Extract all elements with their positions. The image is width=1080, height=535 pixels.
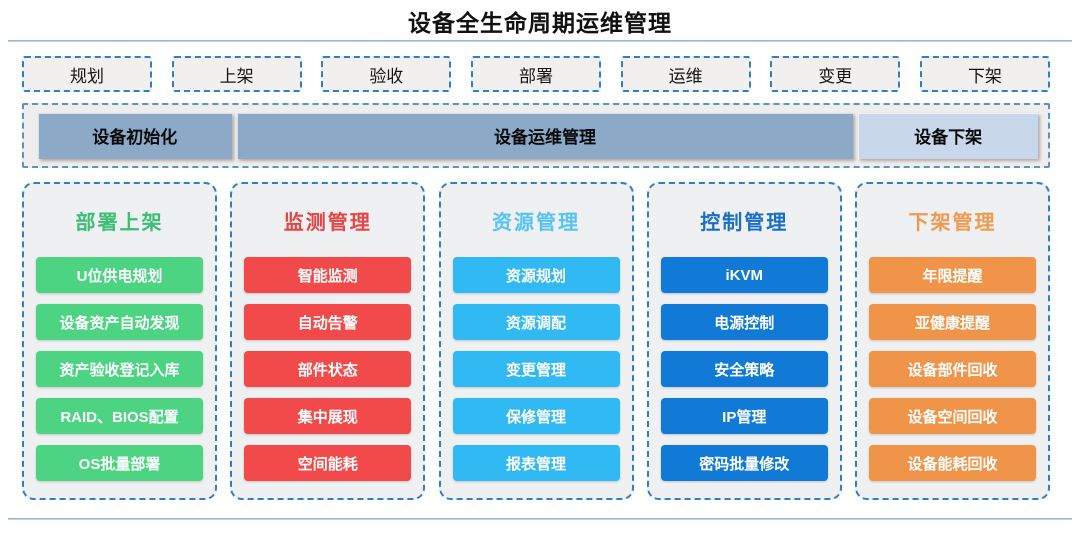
feature-item: 设备部件回收 xyxy=(869,351,1036,387)
category-column-1: 部署上架 U位供电规划 设备资产自动发现 资产验收登记入库 RAID、BIOS配置 OS批… xyxy=(22,182,217,500)
feature-item: 集中展现 xyxy=(244,398,412,434)
category-column-3: 资源管理资源规划资源调配变更管理保修管理报表管理 xyxy=(438,182,634,500)
feature-item: 空间能耗 xyxy=(244,445,412,481)
stage-box-4: 部署 xyxy=(470,56,601,92)
phase-box-2: 设备运维管理 xyxy=(236,112,854,159)
feature-item: OS批量部署 xyxy=(36,445,203,481)
stage-box-7: 下架 xyxy=(919,56,1050,92)
columns-wrap: 部署上架 U位供电规划 设备资产自动发现 资产验收登记入库 RAID、BIOS配置 OS批… xyxy=(22,182,1050,500)
feature-item: 智能监测 xyxy=(244,257,412,293)
page-title: 设备全生命周期运维管理 xyxy=(408,10,672,37)
stage-box-1: 规划 xyxy=(22,56,152,92)
stage-box-3: 验收 xyxy=(321,56,452,92)
feature-item: 报表管理 xyxy=(452,445,620,481)
category-column-5: 下架管理年限提醒亚健康提醒设备部件回收 设备空间回收 设备能耗回收 xyxy=(855,182,1050,500)
feature-item: RAID、BIOS配置 xyxy=(36,398,203,434)
feature-item: 资产验收登记入库 xyxy=(36,351,203,387)
feature-item: 亚健康提醒 xyxy=(869,304,1036,340)
feature-item: 资源调配 xyxy=(452,304,620,340)
column-title: 部署上架 xyxy=(75,210,164,234)
feature-item: 部件状态 xyxy=(244,351,412,387)
feature-item: iKVM xyxy=(660,257,828,293)
lifecycle-stage-row: 规划 上架 验收 部署 运维 变更 下架 xyxy=(22,56,1050,92)
category-column-4: 控制管理 iKVM 电源控制安全策略 IP管理密码批量修改 xyxy=(646,182,842,500)
feature-item: 变更管理 xyxy=(452,351,620,387)
feature-item: 设备空间回收 xyxy=(869,398,1036,434)
feature-item: 资源规划 xyxy=(452,257,620,293)
feature-item: 年限提醒 xyxy=(869,257,1036,293)
column-title: 下架管理 xyxy=(908,210,997,234)
top-divider-line xyxy=(8,40,1072,42)
feature-item: 保修管理 xyxy=(452,398,620,434)
column-title: 资源管理 xyxy=(492,210,580,234)
stage-box-5: 运维 xyxy=(620,56,751,92)
feature-item: 安全策略 xyxy=(660,351,828,387)
column-title: 监测管理 xyxy=(283,210,372,234)
feature-item: 设备资产自动发现 xyxy=(36,304,203,340)
bottom-divider-line xyxy=(8,518,1072,520)
feature-item: 自动告警 xyxy=(244,304,412,340)
category-column-2: 监测管理智能监测自动告警部件状态集中展现空间能耗 xyxy=(230,182,426,500)
feature-item: 密码批量修改 xyxy=(660,445,828,481)
stage-box-6: 变更 xyxy=(770,56,901,92)
phase-box-1: 设备初始化 xyxy=(38,112,232,159)
stage-box-2: 上架 xyxy=(171,56,302,92)
feature-item: U位供电规划 xyxy=(36,257,203,293)
phase-box-3: 设备下架 xyxy=(858,112,1038,159)
feature-item: 电源控制 xyxy=(660,304,828,340)
phase-bar: 设备初始化 设备运维管理 设备下架 xyxy=(22,103,1050,168)
feature-item: 设备能耗回收 xyxy=(869,445,1036,481)
column-title: 控制管理 xyxy=(700,210,789,234)
feature-item: IP管理 xyxy=(660,398,828,434)
